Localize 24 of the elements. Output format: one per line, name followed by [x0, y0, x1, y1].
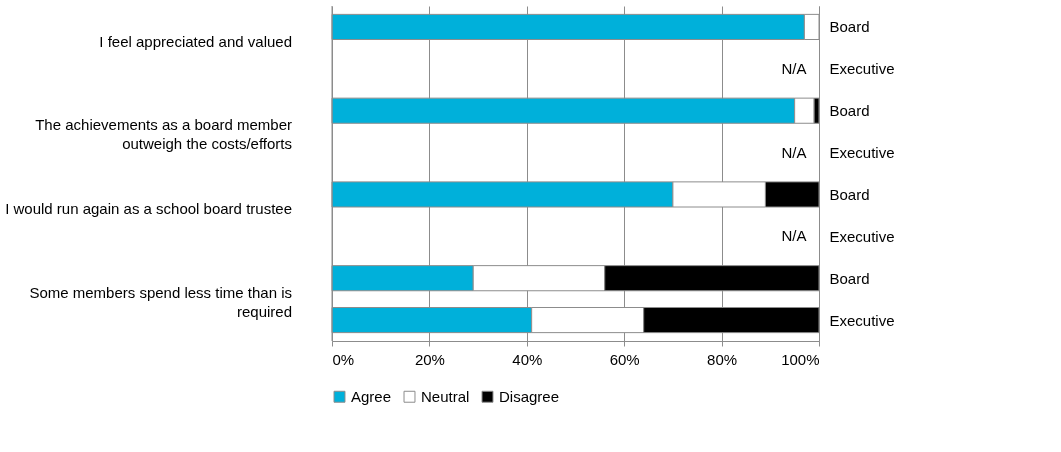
y-tick-label: Executive: [829, 227, 895, 245]
annotation: N/A: [781, 227, 807, 245]
y-tick-label: Executive: [829, 60, 895, 78]
annotation: N/A: [781, 59, 807, 77]
x-tick-label: 60%: [609, 350, 640, 368]
y-tick-label: Executive: [829, 144, 895, 162]
legend-label: Agree: [351, 387, 392, 405]
y-tick-label: Board: [829, 18, 870, 36]
text: I would run again as a school board trustee: [5, 200, 292, 218]
x-tick-label: 100%: [781, 350, 820, 368]
annotation: N/A: [781, 143, 807, 161]
x-tick-label: 40%: [512, 350, 543, 368]
legend-label: Neutral: [421, 387, 470, 405]
x-tick-label: 80%: [707, 350, 738, 368]
x-tick-label: 20%: [414, 350, 445, 368]
text: Some members spend less time than is required: [29, 283, 292, 320]
legend-label: Disagree: [499, 387, 560, 405]
y-tick-label: Board: [829, 102, 870, 120]
y-tick-label: Board: [829, 185, 870, 203]
y-tick-label: Board: [829, 269, 870, 287]
text: I feel appreciated and valued: [99, 32, 292, 50]
text: The achievements as a board member outweigh the costs/efforts: [35, 116, 292, 153]
x-tick-label: 0%: [332, 350, 355, 368]
y-tick-label: Executive: [829, 311, 895, 329]
